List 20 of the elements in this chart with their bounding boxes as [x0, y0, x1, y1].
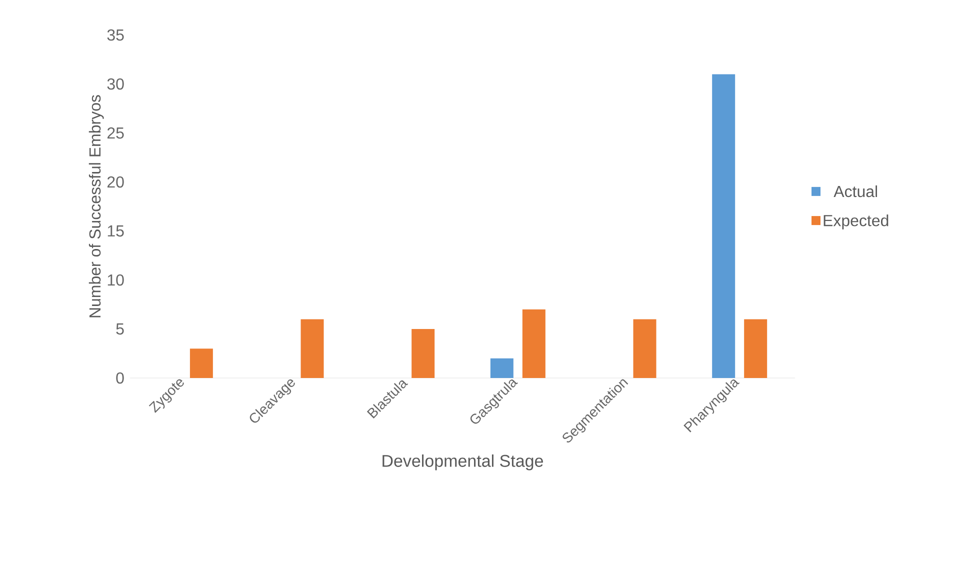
bar	[412, 329, 435, 378]
legend-label: Actual	[834, 185, 878, 198]
y-tick-label: 0	[116, 372, 124, 384]
y-tick-label: 20	[107, 176, 124, 188]
bar	[712, 74, 736, 378]
y-axis-title: Number of Successful Embryos	[88, 95, 104, 318]
y-tick-label: 15	[108, 225, 124, 237]
bar	[744, 319, 768, 378]
bar	[490, 358, 514, 378]
bar	[522, 309, 546, 378]
y-tick-label: 25	[107, 127, 124, 139]
y-tick-label: 5	[116, 323, 124, 335]
y-tick-label: 35	[107, 29, 124, 41]
legend-label: Expected	[824, 214, 888, 230]
bar	[190, 348, 213, 378]
y-tick-label: 30	[107, 78, 124, 90]
bar	[633, 319, 656, 378]
bar	[300, 319, 324, 378]
y-tick-label: 10	[108, 274, 124, 286]
x-axis-title: Developmental Stage	[382, 454, 543, 470]
